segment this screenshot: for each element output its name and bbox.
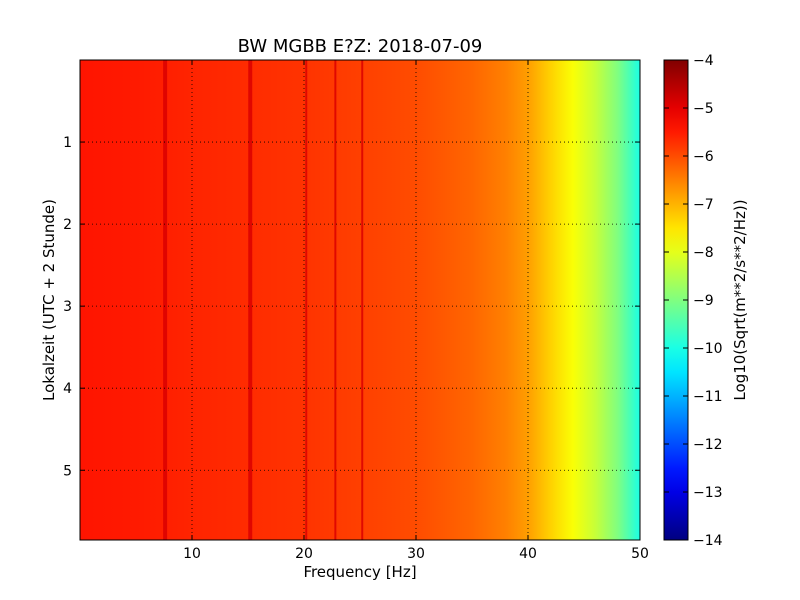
colorbar-tick-label: −13: [693, 485, 723, 501]
spectral-line: [248, 60, 253, 540]
x-axis-ticks: 10 20 30 40 50: [183, 60, 649, 562]
colorbar-tick-label: −11: [693, 389, 723, 405]
colorbar-tick-label: −14: [693, 533, 723, 549]
y-tick-label: 3: [63, 299, 72, 315]
spectral-line: [305, 60, 308, 540]
spectral-lines: [163, 60, 364, 540]
y-tick-label: 4: [63, 381, 72, 397]
spectral-line: [163, 60, 168, 540]
colorbar-tick-label: −7: [693, 197, 714, 213]
colorbar-tick-label: −10: [693, 341, 723, 357]
grid-lines: [80, 60, 640, 540]
y-tick-label: 1: [63, 135, 72, 151]
colorbar-tick-label: −9: [693, 293, 714, 309]
chart-title: BW MGBB E?Z: 2018-07-09: [238, 36, 483, 57]
y-axis-ticks: 1 2 3 4 5: [63, 135, 640, 479]
y-axis-label: Lokalzeit (UTC + 2 Stunde): [40, 199, 58, 401]
colorbar-tick-label: −4: [693, 53, 714, 69]
x-tick-label: 30: [407, 546, 425, 562]
plot-area: [80, 60, 640, 540]
spectrogram-field: [80, 60, 640, 540]
colorbar-ticks: −4 −5 −6 −7 −8 −9 −10 −11 −12 −13 −14: [664, 53, 723, 549]
y-tick-label: 5: [63, 463, 72, 479]
colorbar-tick-label: −5: [693, 101, 714, 117]
colorbar-tick-label: −8: [693, 245, 714, 261]
colorbar-tick-label: −12: [693, 437, 723, 453]
x-tick-label: 50: [631, 546, 649, 562]
colorbar-label: Log10(Sqrt(m**2/s**2/Hz)): [731, 199, 749, 400]
x-axis-label: Frequency [Hz]: [303, 563, 416, 581]
x-tick-label: 20: [295, 546, 313, 562]
x-tick-label: 40: [519, 546, 537, 562]
colorbar-tick-label: −6: [693, 149, 714, 165]
plot-frame: [79, 59, 641, 541]
y-tick-label: 2: [63, 217, 72, 233]
spectral-line: [361, 60, 364, 540]
x-tick-label: 10: [183, 546, 201, 562]
spectral-line: [334, 60, 337, 540]
